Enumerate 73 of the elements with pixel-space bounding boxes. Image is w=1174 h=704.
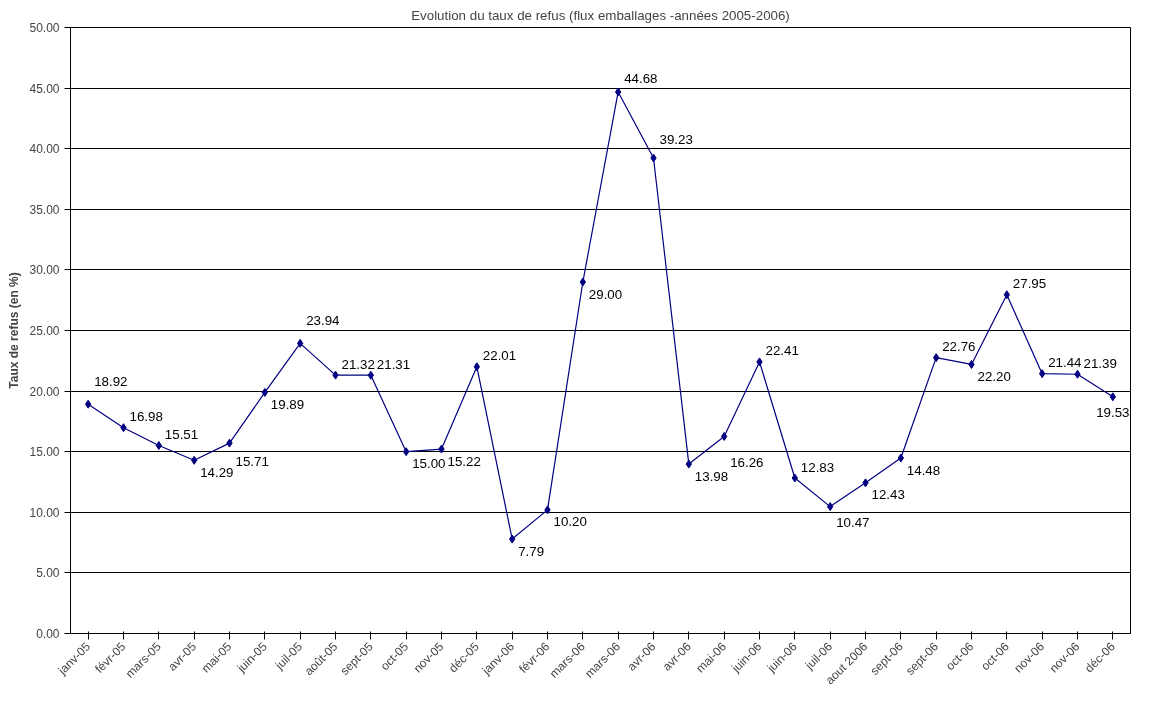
data-label: 19.53 xyxy=(1096,405,1130,421)
point xyxy=(1003,290,1010,300)
point xyxy=(650,153,657,163)
data-label: 16.98 xyxy=(129,409,163,425)
point xyxy=(827,502,834,512)
point xyxy=(544,505,551,515)
data-label: 23.94 xyxy=(306,312,341,328)
point xyxy=(933,353,940,363)
point xyxy=(615,87,622,97)
point xyxy=(403,447,410,457)
y-tick-label: 5.00 xyxy=(36,566,60,581)
data-label: 12.43 xyxy=(871,487,905,503)
y-tick-label: 25.00 xyxy=(29,324,60,338)
point xyxy=(332,370,339,380)
point xyxy=(473,362,480,372)
data-label: 15.71 xyxy=(235,453,269,469)
point xyxy=(862,478,869,488)
y-tick-label: 45.00 xyxy=(29,81,60,96)
point xyxy=(226,438,233,448)
data-label: 10.47 xyxy=(836,515,870,531)
point xyxy=(791,473,798,483)
data-label: 10.20 xyxy=(553,514,587,530)
data-label: 21.31 xyxy=(376,356,411,372)
point xyxy=(1074,369,1081,379)
data-label: 22.41 xyxy=(765,343,799,359)
point xyxy=(191,455,198,465)
data-label: 22.76 xyxy=(942,339,976,355)
point xyxy=(756,357,763,367)
data-label: 7.79 xyxy=(518,543,545,559)
data-label: 29.00 xyxy=(588,286,623,302)
y-tick-label: 20.00 xyxy=(29,384,60,399)
point xyxy=(579,277,586,287)
data-label: 18.92 xyxy=(94,373,128,389)
data-label: 21.39 xyxy=(1083,355,1117,371)
data-label: 13.98 xyxy=(694,468,729,484)
point xyxy=(297,338,304,348)
chart-title: Evolution du taux de refus (flux emballages -années 2005-2006) xyxy=(411,7,790,23)
data-label: 44.68 xyxy=(624,71,658,87)
data-label: 27.95 xyxy=(1012,276,1047,292)
data-label: 15.22 xyxy=(447,453,481,469)
point xyxy=(438,444,445,454)
data-label: 19.89 xyxy=(270,396,305,412)
data-label: 39.23 xyxy=(659,131,693,147)
point xyxy=(367,370,374,380)
point xyxy=(685,459,692,469)
point xyxy=(1109,392,1116,402)
data-label: 12.83 xyxy=(800,459,835,475)
y-tick-label: 50.00 xyxy=(29,21,60,35)
y-tick-label: 35.00 xyxy=(29,202,60,217)
point xyxy=(261,387,268,397)
data-label: 22.01 xyxy=(482,348,517,364)
y-tick-label: 10.00 xyxy=(29,505,60,520)
point xyxy=(897,453,904,463)
data-label: 14.48 xyxy=(906,462,941,478)
point xyxy=(509,534,516,544)
data-label: 14.29 xyxy=(200,464,234,480)
data-label: 16.26 xyxy=(730,454,764,470)
point xyxy=(1039,369,1046,379)
data-label: 22.20 xyxy=(977,368,1011,384)
y-tick-label: 15.00 xyxy=(29,445,60,460)
data-label: 15.00 xyxy=(412,456,446,472)
data-label: 21.44 xyxy=(1048,355,1083,371)
data-label: 21.32 xyxy=(341,356,375,372)
y-axis-title: Taux de refus (en %) xyxy=(7,272,22,389)
data-label: 15.51 xyxy=(164,427,199,443)
point xyxy=(85,399,92,409)
point xyxy=(155,441,162,451)
point xyxy=(120,423,127,433)
y-tick-label: 30.00 xyxy=(29,263,60,278)
point xyxy=(721,431,728,441)
y-tick-label: 40.00 xyxy=(29,142,60,157)
point xyxy=(968,359,975,369)
y-tick-label: 0.00 xyxy=(36,627,60,641)
